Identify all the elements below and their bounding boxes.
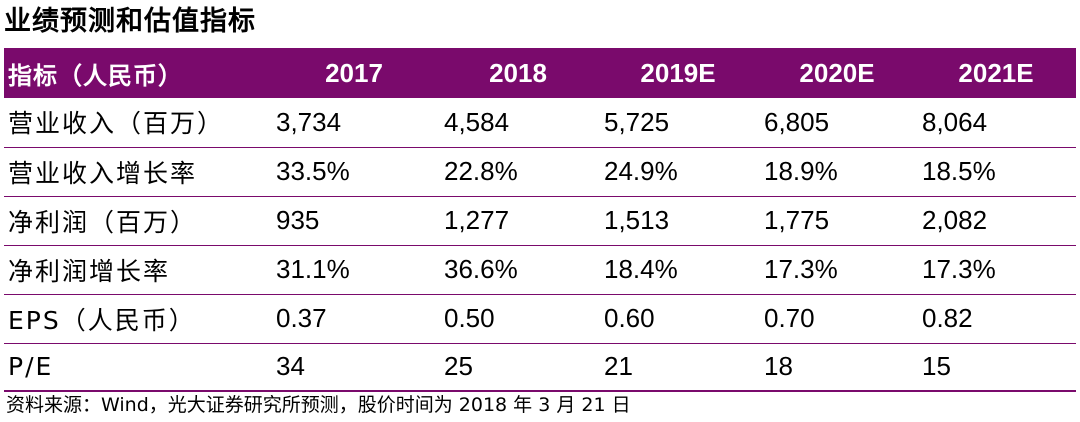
source-footnote: 资料来源：Wind，光大证券研究所预测，股价时间为 2018 年 3 月 21 … (6, 394, 631, 416)
table-cell: 935 (270, 196, 438, 246)
table-row: P/E 34 25 21 18 15 (4, 343, 1076, 392)
row-label: 净利润增长率 (4, 245, 270, 295)
table-cell: 22.8% (438, 147, 598, 197)
row-label: 营业收入增长率 (4, 147, 270, 197)
header-year-2018: 2018 (438, 48, 598, 98)
header-year-2020e: 2020E (758, 48, 916, 98)
forecast-valuation-table: 指标（人民币） 2017 2018 2019E 2020E 2021E 营业收入… (4, 48, 1076, 392)
table-cell: 1,277 (438, 196, 598, 246)
table-cell: 5,725 (598, 98, 758, 148)
table-header-row: 指标（人民币） 2017 2018 2019E 2020E 2021E (4, 48, 1076, 98)
table-row: 营业收入（百万） 3,734 4,584 5,725 6,805 8,064 (4, 98, 1076, 148)
table-cell: 18.9% (758, 147, 916, 197)
table-cell: 25 (438, 343, 598, 392)
table-cell: 21 (598, 343, 758, 392)
table-cell: 0.37 (270, 294, 438, 344)
row-label: EPS（人民币） (4, 294, 270, 344)
header-indicator: 指标（人民币） (4, 48, 270, 98)
table-cell: 1,775 (758, 196, 916, 246)
table-cell: 33.5% (270, 147, 438, 197)
page-title: 业绩预测和估值指标 (4, 6, 256, 37)
table-cell: 18.4% (598, 245, 758, 295)
table-cell: 34 (270, 343, 438, 392)
row-label: P/E (4, 343, 270, 392)
table-cell: 36.6% (438, 245, 598, 295)
table-cell: 17.3% (758, 245, 916, 295)
header-year-2017: 2017 (270, 48, 438, 98)
table-row: EPS（人民币） 0.37 0.50 0.60 0.70 0.82 (4, 294, 1076, 344)
table-cell: 0.70 (758, 294, 916, 344)
table-cell: 15 (916, 343, 1076, 392)
table-cell: 2,082 (916, 196, 1076, 246)
header-year-2019e: 2019E (598, 48, 758, 98)
table-cell: 8,064 (916, 98, 1076, 148)
table-cell: 18 (758, 343, 916, 392)
header-year-2021e: 2021E (916, 48, 1076, 98)
table-cell: 1,513 (598, 196, 758, 246)
table-row: 净利润（百万） 935 1,277 1,513 1,775 2,082 (4, 196, 1076, 246)
table-cell: 4,584 (438, 98, 598, 148)
table-cell: 17.3% (916, 245, 1076, 295)
table-cell: 3,734 (270, 98, 438, 148)
table-cell: 0.50 (438, 294, 598, 344)
table-cell: 18.5% (916, 147, 1076, 197)
table-cell: 31.1% (270, 245, 438, 295)
table-row: 营业收入增长率 33.5% 22.8% 24.9% 18.9% 18.5% (4, 147, 1076, 197)
table-cell: 6,805 (758, 98, 916, 148)
table-row: 净利润增长率 31.1% 36.6% 18.4% 17.3% 17.3% (4, 245, 1076, 295)
table-cell: 24.9% (598, 147, 758, 197)
row-label: 净利润（百万） (4, 196, 270, 246)
table-cell: 0.82 (916, 294, 1076, 344)
row-label: 营业收入（百万） (4, 98, 270, 148)
table-cell: 0.60 (598, 294, 758, 344)
